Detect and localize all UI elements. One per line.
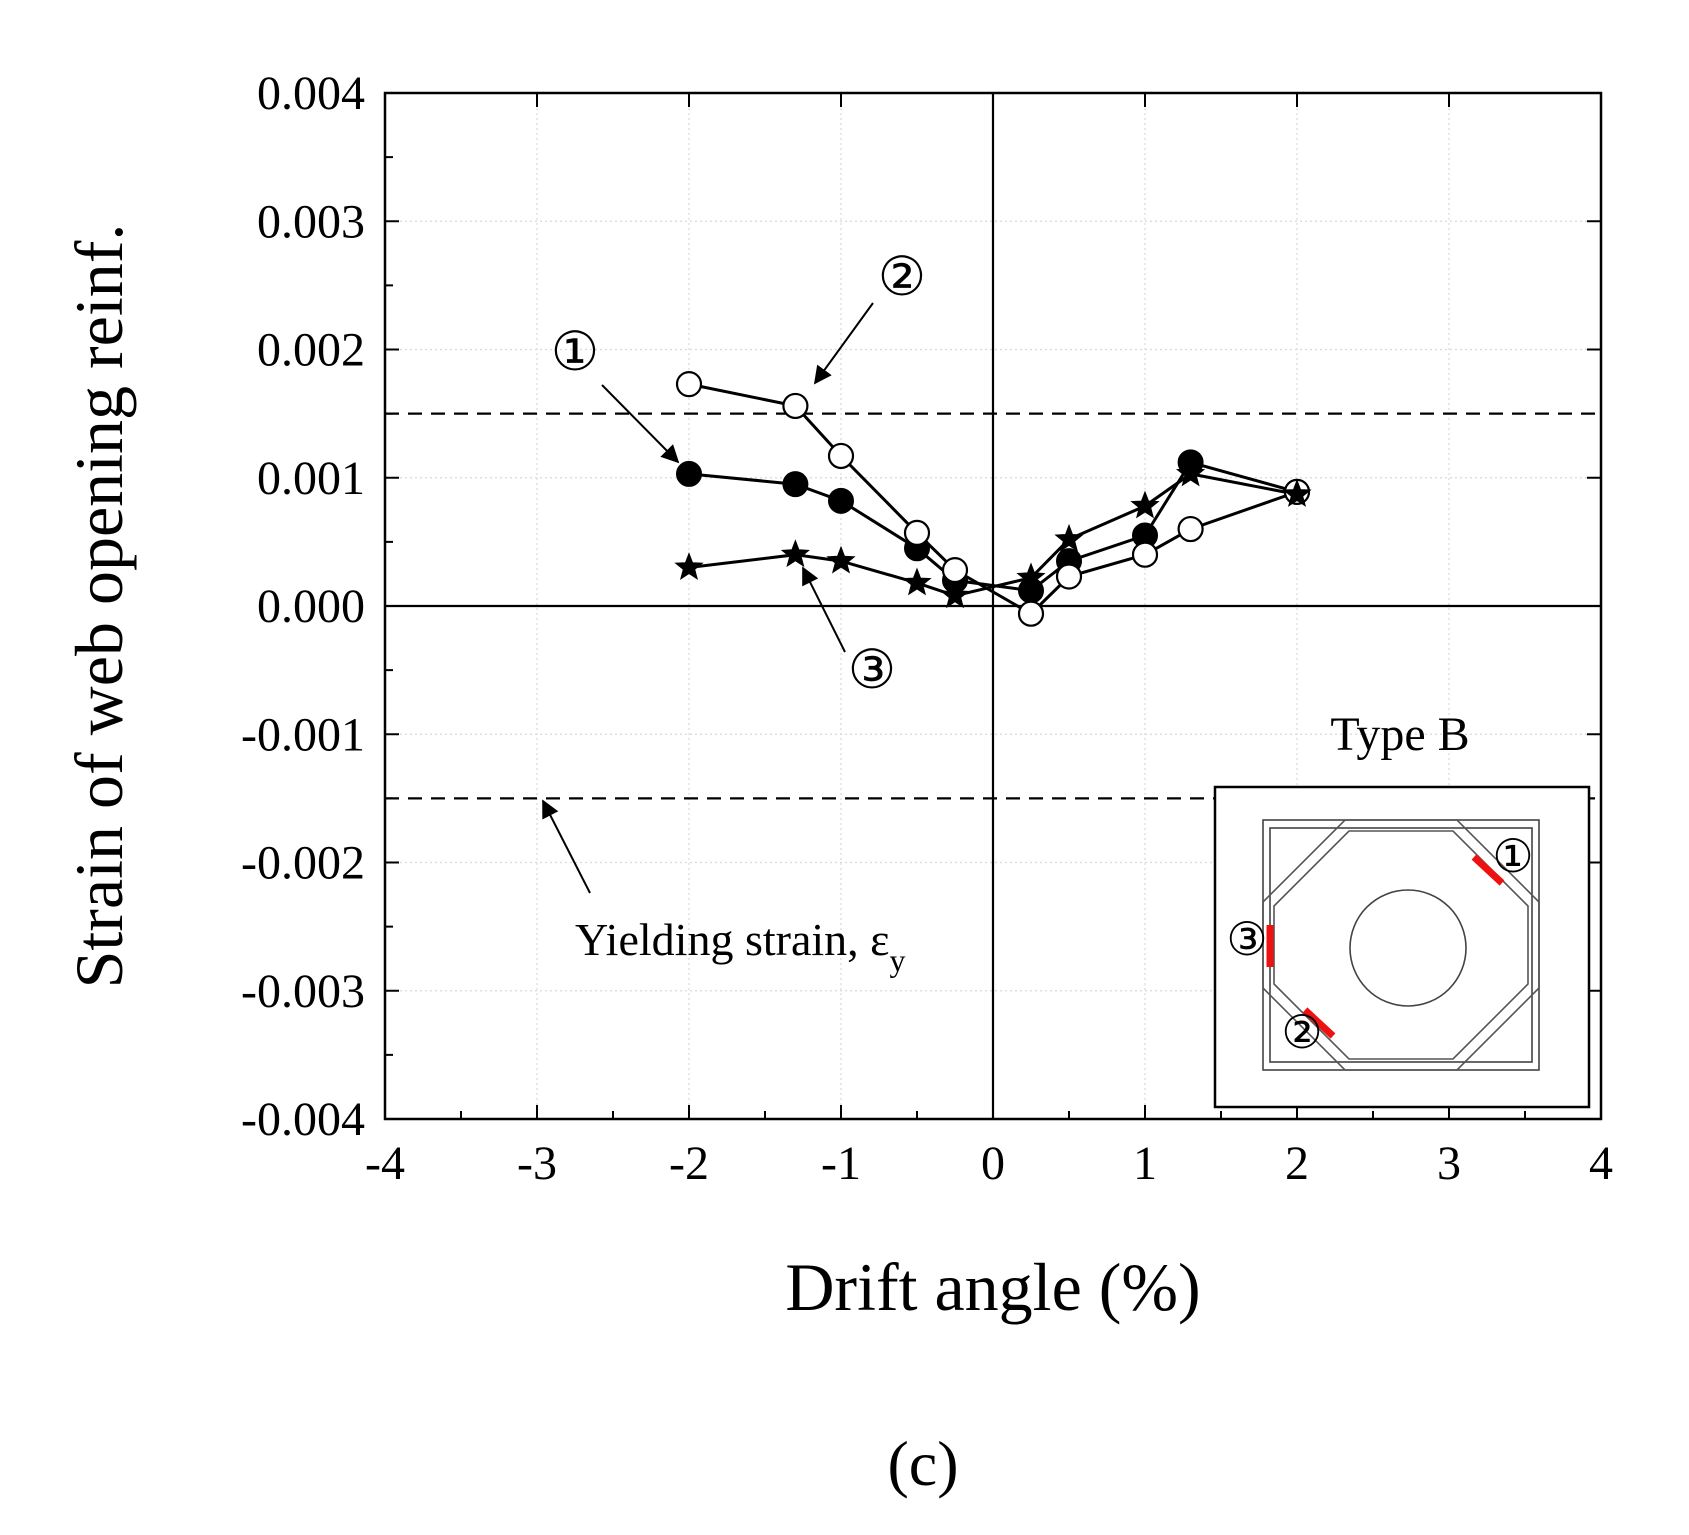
- series-2-point: [941, 556, 969, 584]
- series-3-point: [940, 580, 970, 609]
- y-tick-label: 0.001: [257, 452, 365, 505]
- x-tick-label: -4: [365, 1137, 405, 1190]
- series-2-point: [1055, 563, 1083, 590]
- series-group: [674, 371, 1312, 627]
- series-2-point: [1177, 515, 1204, 543]
- series-2-point: [675, 371, 703, 398]
- y-tick-label: -0.001: [241, 708, 365, 761]
- figure-caption: (c): [887, 1428, 958, 1499]
- series-line-3: [688, 472, 1298, 598]
- series-3-point: [826, 545, 856, 574]
- y-tick-label: 0.000: [257, 580, 365, 633]
- x-tick-label: -2: [669, 1137, 709, 1190]
- x-tick-label: 0: [981, 1137, 1005, 1190]
- series-2-point: [1017, 600, 1045, 627]
- series-3-label: ③: [848, 640, 896, 700]
- series-3-point: [1054, 523, 1084, 552]
- x-tick-label: 3: [1437, 1137, 1461, 1190]
- zero-lines: [385, 93, 1601, 1119]
- series-2-point: [1131, 541, 1159, 568]
- inset-outer-frame: [1213, 785, 1591, 1109]
- yield-strain-label: Yielding strain, εy: [575, 914, 905, 978]
- series-3-point: [1175, 458, 1206, 487]
- y-tick-label: -0.004: [241, 1093, 365, 1146]
- plot-frame: [383, 91, 1603, 1121]
- series-1-point: [828, 487, 854, 514]
- inset-octagon-outer: [1262, 819, 1540, 1071]
- series-line-2: [688, 382, 1298, 616]
- inset-gauge-2: [1302, 1007, 1336, 1039]
- series-2-point: [827, 442, 855, 470]
- inset-diagram: ① ② ③: [1213, 785, 1591, 1109]
- x-tick-label: 2: [1285, 1137, 1309, 1190]
- series-3-point: [1016, 562, 1046, 591]
- yield-arrow: [542, 799, 591, 894]
- y-tick-label: 0.003: [257, 195, 365, 248]
- series-1-label: ①: [551, 322, 599, 382]
- y-axis-title: Strain of web opening reinf.: [61, 224, 137, 989]
- series-3-point: [780, 539, 811, 568]
- series-2-arrow: [813, 302, 874, 385]
- series-2-point: [903, 519, 931, 546]
- y-tick-label: 0.002: [257, 324, 365, 377]
- y-tick-label: -0.003: [241, 965, 365, 1018]
- x-tick-label: 4: [1589, 1137, 1613, 1190]
- inset-gauge-1: [1471, 854, 1505, 886]
- series-3-point: [1282, 478, 1312, 507]
- series-1-arrow: [601, 384, 680, 464]
- inset-label-1: ①: [1492, 831, 1533, 882]
- series-1-point: [676, 460, 702, 487]
- x-tick-label: -3: [517, 1137, 557, 1190]
- series-3-arrow: [802, 566, 846, 653]
- series-3-point: [1130, 490, 1160, 519]
- series-3-point: [902, 567, 932, 596]
- series-2-label: ②: [878, 247, 926, 307]
- series-1-point: [782, 471, 809, 498]
- inset-label-2: ②: [1281, 1007, 1322, 1058]
- series-2-point: [782, 392, 809, 420]
- inset-web-opening: [1349, 889, 1467, 1007]
- y-tick-label: -0.002: [241, 837, 365, 890]
- series-3-point: [674, 552, 704, 581]
- x-tick-label: -1: [821, 1137, 861, 1190]
- inset-title: Type B: [1330, 708, 1469, 761]
- x-tick-label: 1: [1133, 1137, 1157, 1190]
- x-axis-title: Drift angle (%): [785, 1249, 1200, 1325]
- inset-label-3: ③: [1226, 914, 1267, 965]
- tick-labels: -4 -3 -2 -1 0 1 2 3 4 -0.004 -0.003 -0.002 -0.001 0.0…: [241, 67, 1613, 1190]
- y-tick-label: 0.004: [257, 67, 365, 120]
